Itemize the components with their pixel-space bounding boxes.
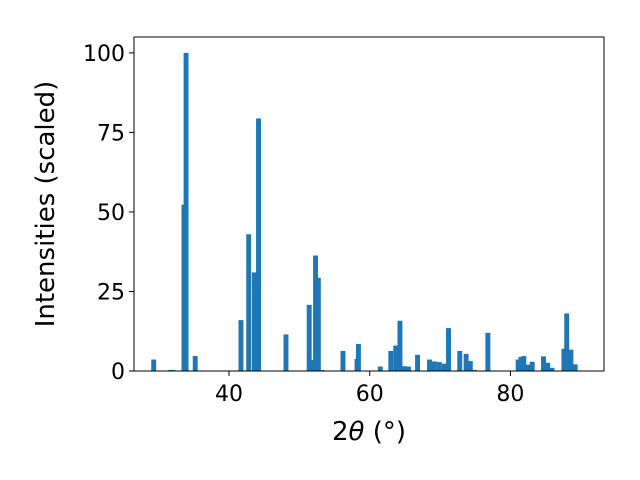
y-axis-label: Intensities (scaled) (31, 81, 61, 328)
bar (306, 304, 312, 371)
bar (256, 118, 261, 372)
x-tick-label: 40 (215, 382, 243, 407)
bar (545, 362, 551, 371)
bar (397, 320, 403, 371)
y-tick-label: 50 (97, 201, 125, 226)
bar (541, 356, 546, 371)
y-tick-label: 25 (97, 280, 125, 305)
bar (427, 359, 432, 371)
y-tick-label: 0 (111, 360, 125, 385)
y-tick-label: 100 (83, 42, 125, 67)
x-tick-label: 80 (496, 382, 524, 407)
bar (463, 353, 469, 371)
bar (515, 359, 521, 371)
bar (525, 364, 531, 371)
x-axis-label: 2θ (°) (332, 417, 406, 447)
bar (192, 356, 198, 371)
x-tick-label: 60 (356, 382, 384, 407)
bar (529, 361, 535, 371)
bar (561, 348, 567, 371)
bar (183, 52, 189, 372)
bar (467, 361, 473, 371)
bar (310, 359, 316, 371)
bar (521, 356, 527, 371)
bar (315, 277, 321, 371)
bar (572, 364, 578, 371)
plot-frame (133, 36, 605, 372)
bar (457, 350, 463, 371)
bar (405, 366, 411, 371)
bar (401, 366, 407, 371)
bar (518, 357, 524, 371)
bar (446, 328, 451, 371)
bar (355, 343, 361, 371)
bar (151, 359, 157, 371)
bar (436, 362, 442, 371)
bar (251, 272, 257, 371)
bar (431, 361, 437, 371)
bar (238, 320, 244, 371)
bar (415, 354, 421, 371)
bar (568, 349, 574, 371)
x-axis-ticks: 40 60 80 (215, 371, 524, 407)
bar (485, 332, 491, 371)
bar (377, 366, 383, 371)
bar (441, 363, 447, 371)
bar (340, 350, 346, 371)
bar (246, 234, 252, 371)
y-axis-ticks: 0 25 50 75 100 (83, 42, 134, 385)
bar (393, 345, 399, 371)
y-tick-label: 75 (97, 121, 125, 146)
bar (564, 313, 570, 371)
bar (549, 367, 555, 371)
bars-group (151, 52, 578, 372)
bar (388, 350, 394, 371)
bar (313, 255, 318, 371)
bar (283, 334, 289, 371)
